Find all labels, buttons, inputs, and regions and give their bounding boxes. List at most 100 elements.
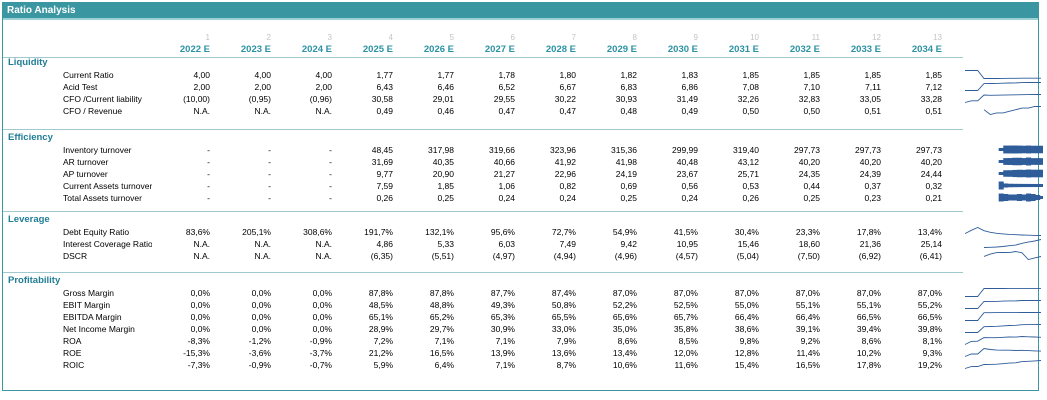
value-cell: 29,01 (432, 94, 454, 104)
value-cell: 30,93 (615, 94, 637, 104)
value-cell: N.A. (315, 239, 332, 249)
value-cell: 0,82 (559, 181, 576, 191)
value-cell: 48,8% (429, 300, 454, 310)
value-cell: 12,8% (734, 348, 759, 358)
sparkline-path (965, 300, 1041, 309)
value-cell: - (268, 169, 271, 179)
value-cell: 1,77 (437, 70, 454, 80)
value-cell: 10,95 (676, 239, 698, 249)
value-cell: 33,0% (551, 324, 576, 334)
sparkbar-bar (1003, 158, 1009, 165)
value-cell: -15,3% (183, 348, 210, 358)
sparkbar-bar (1021, 194, 1027, 201)
value-cell: 65,2% (429, 312, 454, 322)
value-cell: 0,26 (742, 193, 759, 203)
value-cell: 0,26 (376, 193, 393, 203)
value-cell: 18,60 (798, 239, 820, 249)
value-cell: (7,50) (797, 251, 820, 261)
column-index: 9 (693, 33, 698, 42)
sparkline-path (965, 70, 1041, 79)
value-cell: 7,12 (925, 82, 942, 92)
year-header: 2034 E (911, 44, 942, 55)
value-cell: 0,51 (925, 106, 942, 116)
sparkline (983, 251, 1042, 261)
value-cell: 39,4% (856, 324, 881, 334)
value-cell: 0,49 (376, 106, 393, 116)
value-cell: 6,67 (559, 82, 576, 92)
column-index: 10 (750, 33, 759, 42)
value-cell: 24,39 (859, 169, 881, 179)
value-cell: 87,0% (673, 288, 698, 298)
value-cell: 87,0% (856, 288, 881, 298)
sparkline-path (964, 348, 1042, 357)
row-label: Acid Test (63, 82, 98, 92)
value-cell: 15,4% (734, 360, 759, 370)
value-cell: 0,24 (498, 193, 515, 203)
value-cell: - (207, 169, 210, 179)
value-cell: 2,00 (254, 82, 271, 92)
sparkbar-bar (998, 172, 1004, 175)
sparkline-path (983, 106, 1041, 115)
value-cell: 9,42 (620, 239, 637, 249)
sparkline-path (964, 360, 1042, 369)
value-cell: 297,73 (794, 145, 820, 155)
row-label: Debt Equity Ratio (63, 227, 130, 237)
value-cell: 13,9% (490, 348, 515, 358)
sparkbar (998, 169, 1043, 178)
sparkbar-bar (1021, 158, 1027, 165)
value-cell: 39,8% (917, 324, 942, 334)
value-cell: 55,2% (917, 300, 942, 310)
value-cell: 25,14 (920, 239, 942, 249)
value-cell: 87,0% (734, 288, 759, 298)
value-cell: (6,41) (919, 251, 942, 261)
value-cell: 0,0% (190, 324, 210, 334)
column-index: 13 (933, 33, 942, 42)
value-cell: 0,49 (681, 106, 698, 116)
value-cell: 17,8% (856, 227, 881, 237)
sparkbar-bar (1016, 183, 1022, 188)
value-cell: 0,0% (251, 312, 271, 322)
value-cell: N.A. (193, 106, 210, 116)
value-cell: 49,3% (490, 300, 515, 310)
value-cell: N.A. (254, 106, 271, 116)
value-cell: 0,25 (620, 193, 637, 203)
sparkbar-bar (998, 160, 1004, 163)
sparkbar-bar (1021, 169, 1027, 178)
value-cell: 1,85 (803, 70, 820, 80)
value-cell: 1,85 (925, 70, 942, 80)
value-cell: 297,73 (855, 145, 881, 155)
value-cell: 12,0% (673, 348, 698, 358)
value-cell: 16,5% (429, 348, 454, 358)
value-cell: 7,49 (559, 239, 576, 249)
value-cell: - (207, 145, 210, 155)
value-cell: (5,04) (736, 251, 759, 261)
value-cell: 0,37 (864, 181, 881, 191)
value-cell: 29,7% (429, 324, 454, 334)
row-label: Interest Coverage Ratio (63, 239, 152, 249)
column-index: 1 (205, 33, 210, 42)
value-cell: 7,11 (865, 82, 881, 92)
sparkbar-bar (1012, 194, 1018, 201)
sparkline (965, 288, 1041, 297)
value-cell: 0,0% (190, 312, 210, 322)
value-cell: 35,0% (612, 324, 637, 334)
value-cell: 0,44 (803, 181, 820, 191)
value-cell: 6,86 (681, 82, 698, 92)
value-cell: 0,25 (437, 193, 454, 203)
value-cell: 13,4% (612, 348, 637, 358)
value-cell: 1,85 (437, 181, 454, 191)
year-header: 2029 E (606, 44, 637, 55)
value-cell: 0,21 (925, 193, 942, 203)
value-cell: 41,98 (615, 157, 637, 167)
sparkbar-bar (1035, 169, 1041, 178)
panel-title: Ratio Analysis (7, 5, 76, 16)
value-cell: 65,6% (612, 312, 637, 322)
value-cell: 323,96 (550, 145, 576, 155)
value-cell: 315,36 (611, 145, 637, 155)
value-cell: 33,05 (859, 94, 881, 104)
row-label: EBIT Margin (63, 300, 111, 310)
sparkbar-bar (1003, 194, 1009, 201)
sparkbar-bar (1007, 194, 1013, 201)
value-cell: 5,33 (437, 239, 454, 249)
value-cell: 0,50 (742, 106, 759, 116)
